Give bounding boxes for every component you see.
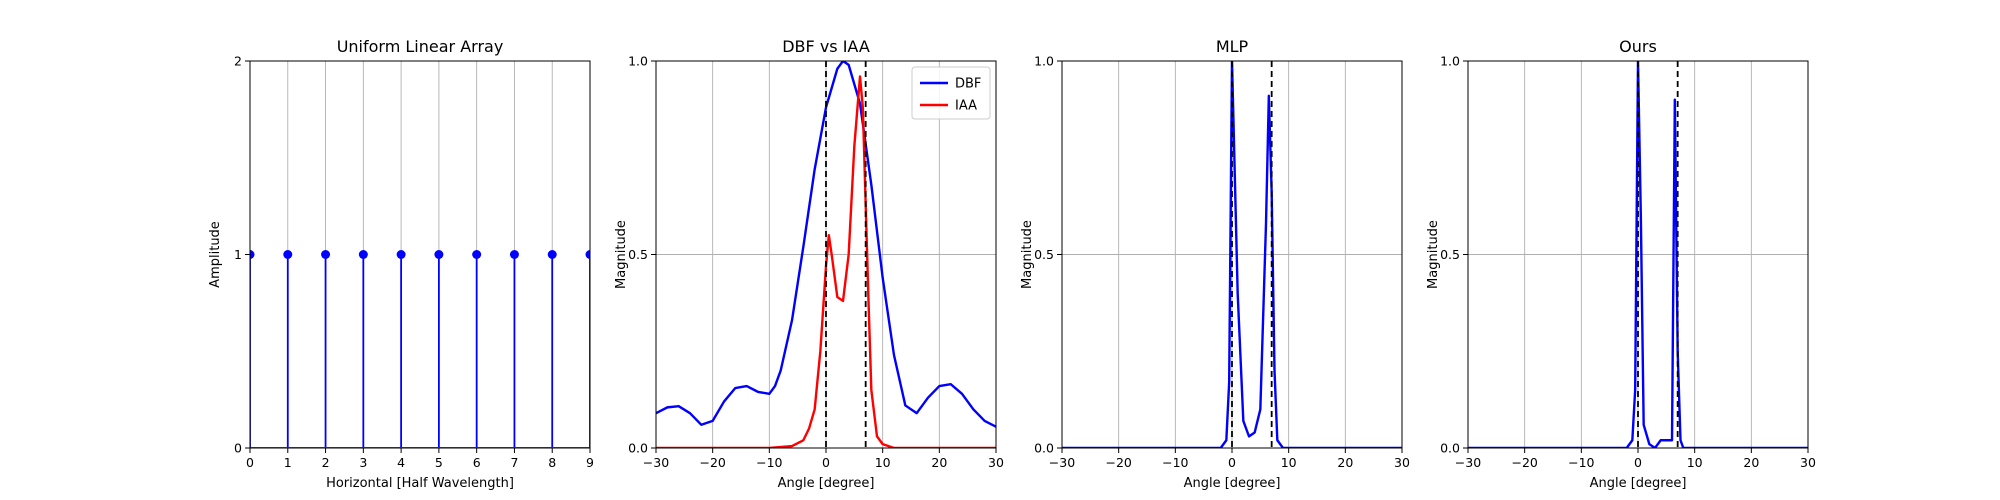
stem-marker <box>434 250 444 259</box>
y-tick-label: 1.0 <box>1034 54 1054 69</box>
y-axis-label: Magnitude <box>1426 220 1441 289</box>
series-line-iaa <box>656 75 996 448</box>
x-axis-label: Angle [degree] <box>1184 476 1281 491</box>
y-tick-label: 0.5 <box>1034 247 1054 262</box>
x-tick-label: −10 <box>1568 455 1594 470</box>
x-tick-label: 10 <box>1281 455 1297 470</box>
x-tick-label: −30 <box>1455 455 1481 470</box>
y-axis-label: Amplitude <box>208 221 223 288</box>
series-line-1 <box>1062 61 1402 448</box>
stem-marker <box>358 250 368 259</box>
x-tick-label: 10 <box>875 455 891 470</box>
y-tick-label: 1.0 <box>1440 54 1460 69</box>
stem-marker <box>396 250 406 259</box>
x-tick-label: 9 <box>586 455 594 470</box>
x-tick-label: 8 <box>548 455 556 470</box>
y-tick-label: 1.0 <box>628 54 648 69</box>
stem-marker <box>509 250 519 259</box>
x-tick-label: 0 <box>822 455 830 470</box>
stem-marker <box>585 250 590 259</box>
x-tick-label: 20 <box>1743 455 1759 470</box>
legend-label-dbf: DBF <box>955 77 981 92</box>
x-tick-label: 2 <box>322 455 330 470</box>
x-tick-label: 7 <box>510 455 518 470</box>
x-tick-label: −20 <box>699 455 725 470</box>
stem-marker <box>250 250 255 259</box>
legend-box <box>911 66 991 120</box>
y-tick-label: 0.5 <box>1440 247 1460 262</box>
y-tick-label: 2 <box>234 54 242 69</box>
plot-area <box>1062 61 1402 448</box>
x-tick-label: −30 <box>643 455 669 470</box>
plot-area <box>1468 61 1808 448</box>
x-tick-label: 20 <box>931 455 947 470</box>
y-axis-label: Magnitude <box>1020 220 1035 289</box>
x-axis-label: Horizontal [Half Wavelength] <box>326 476 514 491</box>
stem-marker <box>547 250 557 259</box>
x-tick-label: 6 <box>473 455 481 470</box>
legend-label-iaa: IAA <box>955 99 977 114</box>
chart-panel-1: 0 1 2 3 4 5 6 7 8 9 0 1 2 Uniform Linear Array Horizon… <box>208 37 594 491</box>
x-tick-label: 20 <box>1337 455 1353 470</box>
x-tick-label: 30 <box>988 455 1004 470</box>
x-tick-label: 3 <box>359 455 367 470</box>
x-axis-label: Angle [degree] <box>778 476 875 491</box>
y-tick-label: 0.5 <box>628 247 648 262</box>
y-tick-label: 1 <box>234 247 242 262</box>
x-tick-label: 30 <box>1800 455 1816 470</box>
series-line-dbf <box>656 61 996 428</box>
x-tick-label: 0 <box>1634 455 1642 470</box>
stem-marker <box>321 250 331 259</box>
x-tick-label: 4 <box>397 455 405 470</box>
chart-title: Uniform Linear Array <box>337 37 504 56</box>
x-tick-label: 0 <box>1228 455 1236 470</box>
chart-title: MLP <box>1216 37 1249 56</box>
chart-panel-3: −30 −20 −10 0 10 20 30 0.0 0.5 1.0 MLP Angle [degre… <box>1020 37 1410 491</box>
legend: DBF IAA <box>911 66 991 120</box>
plot-area <box>250 250 590 448</box>
x-tick-label: −10 <box>756 455 782 470</box>
x-tick-label: −20 <box>1511 455 1537 470</box>
x-axis-label: Angle [degree] <box>1590 476 1687 491</box>
y-tick-label: 0.0 <box>628 441 648 456</box>
stem-marker <box>283 250 293 259</box>
x-tick-label: −20 <box>1105 455 1131 470</box>
chart-panel-2: −30 −20 −10 0 10 20 30 0.0 0.5 1.0 DBF vs IAA Angle… <box>614 37 1004 491</box>
series-line-1 <box>1468 61 1808 448</box>
x-tick-label: 0 <box>246 455 254 470</box>
y-tick-label: 0.0 <box>1440 441 1460 456</box>
chart-panel-4: −30 −20 −10 0 10 20 30 0.0 0.5 1.0 Ours Angle [degr… <box>1426 37 1816 491</box>
y-tick-label: 0 <box>234 441 242 456</box>
chart-title: DBF vs IAA <box>782 37 870 56</box>
y-axis-label: Magnitude <box>614 220 629 289</box>
y-tick-label: 0.0 <box>1034 441 1054 456</box>
plot-area <box>656 61 996 448</box>
x-tick-label: −10 <box>1162 455 1188 470</box>
x-tick-label: 5 <box>435 455 443 470</box>
stem-marker <box>472 250 482 259</box>
x-tick-label: −30 <box>1049 455 1075 470</box>
chart-title: Ours <box>1619 37 1657 56</box>
x-tick-label: 1 <box>284 455 292 470</box>
axes-frame <box>249 60 591 449</box>
x-tick-label: 30 <box>1394 455 1410 470</box>
x-tick-label: 10 <box>1687 455 1703 470</box>
